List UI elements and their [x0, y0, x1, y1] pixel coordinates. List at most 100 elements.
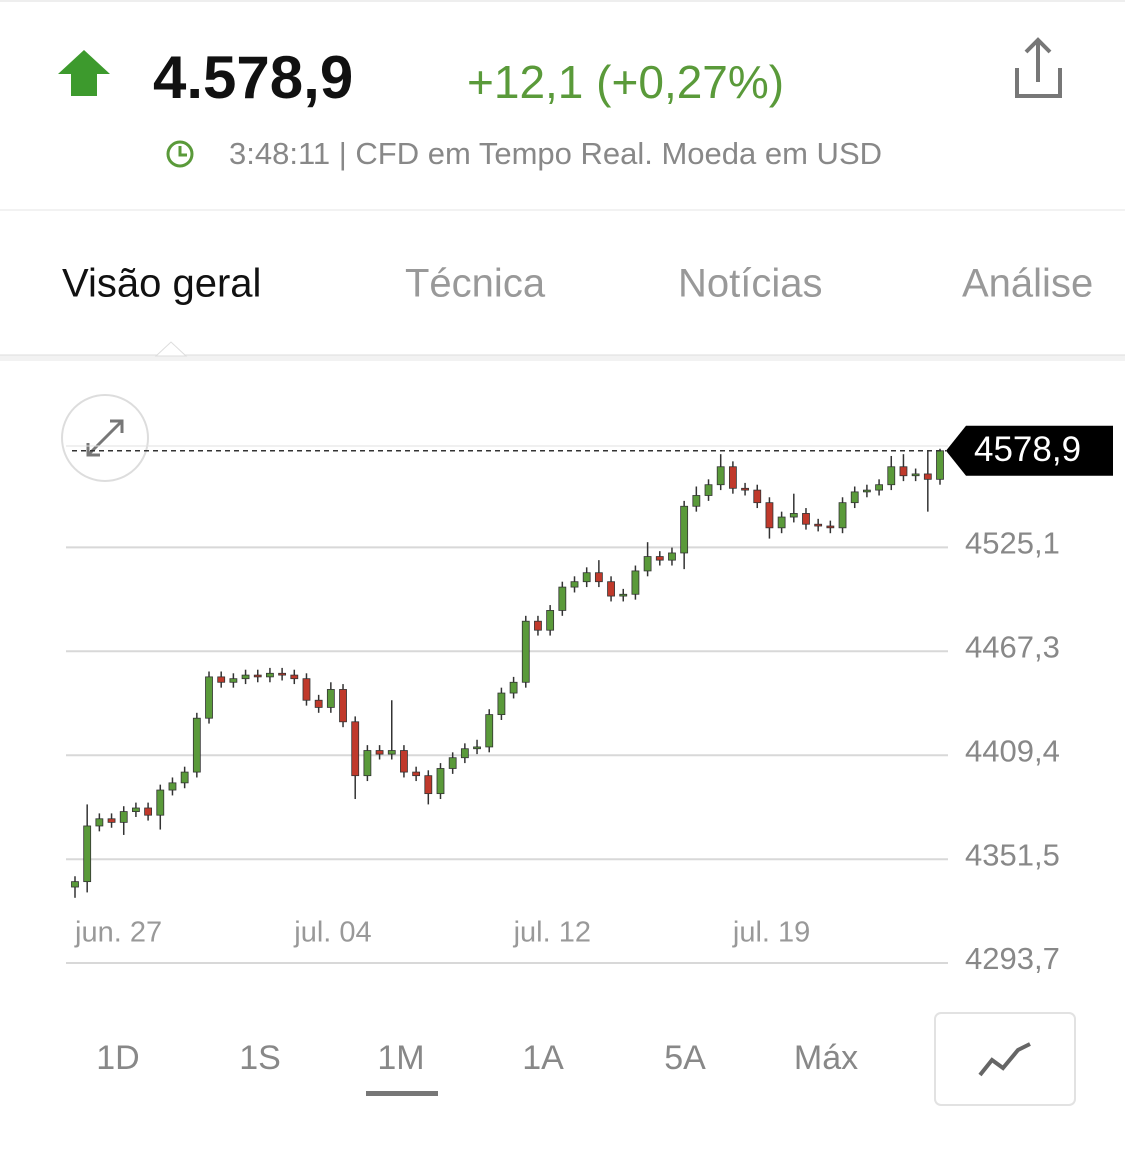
candle-body [716, 466, 725, 486]
candle-body [205, 676, 213, 719]
y-tick-label: 4351,5 [965, 837, 1060, 872]
candle-body [363, 750, 372, 777]
candle-body [521, 620, 530, 683]
candle-body [253, 674, 262, 678]
tab[interactable]: Técnica [405, 262, 546, 306]
candle-body [497, 692, 506, 716]
candle-body [619, 593, 628, 597]
candle-body [168, 782, 177, 791]
candle-body [546, 610, 555, 631]
candle-body [71, 881, 79, 888]
candle-body [180, 771, 189, 784]
tab[interactable]: Notícias [678, 262, 823, 306]
clock-icon [166, 140, 194, 168]
candle-body [217, 676, 226, 683]
candle-body [582, 572, 591, 583]
candle-body [290, 674, 299, 680]
candle-body [436, 768, 445, 795]
y-tick-label: 4293,7 [965, 941, 1060, 976]
range-button[interactable]: Máx [794, 1039, 858, 1077]
candle-body [473, 746, 481, 750]
candle-body [607, 581, 615, 597]
range-button[interactable]: 5A [664, 1039, 706, 1077]
line-chart-icon [978, 1042, 1031, 1077]
candle-body [302, 678, 311, 701]
x-tick-label: jul. 12 [513, 917, 591, 949]
candle-body [680, 505, 689, 554]
chart-type-button[interactable] [934, 1012, 1076, 1106]
candle-body [765, 502, 774, 529]
candle-body [753, 489, 762, 504]
candle-body [448, 757, 457, 769]
candle-body [789, 513, 798, 518]
range-button[interactable]: 1S [239, 1039, 281, 1077]
candle-body [412, 771, 421, 777]
candle-body [570, 581, 579, 588]
share-icon[interactable] [1015, 37, 1062, 98]
range-underline [366, 1091, 438, 1096]
candle-body [95, 818, 104, 827]
candle-body [728, 466, 737, 489]
x-tick-label: jul. 04 [293, 917, 371, 949]
candle-body [936, 450, 944, 480]
candle-body [802, 513, 810, 525]
candle-body [692, 495, 701, 507]
candle-body [875, 484, 883, 491]
candle-body [631, 570, 640, 595]
candle-body [144, 807, 152, 816]
x-tick-label: jul. 19 [732, 917, 810, 949]
candle-body [655, 556, 664, 561]
candle-body [156, 789, 165, 816]
range-button[interactable]: 1D [96, 1039, 139, 1077]
candle-body [594, 572, 603, 583]
x-tick-label: jun. 27 [74, 917, 162, 949]
candle-body [485, 714, 494, 748]
last-price-tag [946, 425, 1113, 476]
candle-body [704, 484, 713, 496]
candle-body [229, 678, 238, 683]
y-tick-label: 4409,4 [965, 733, 1060, 768]
candle-body [887, 466, 896, 486]
tab-shadow [0, 355, 1125, 361]
up-arrow [58, 50, 110, 96]
candle-body [387, 750, 396, 755]
candle-body [107, 818, 116, 823]
expand-button[interactable] [61, 394, 149, 482]
candle-body [911, 473, 920, 477]
candle-body [132, 807, 140, 812]
range-button[interactable]: 1A [522, 1039, 564, 1077]
tab[interactable]: Visão geral [62, 262, 261, 306]
candle-body [278, 672, 287, 676]
price: 4.578,9 [153, 44, 353, 111]
tab[interactable]: Análise [962, 262, 1093, 306]
candle-body [643, 556, 652, 572]
candle-body [119, 811, 128, 823]
candle-body [351, 721, 360, 777]
candle-body [534, 620, 542, 631]
candle-body [424, 775, 433, 795]
candle-body [814, 523, 823, 527]
candle-body [838, 502, 847, 529]
candle-body [400, 750, 408, 773]
y-tick-label: 4525,1 [965, 526, 1060, 561]
tab-pointer [154, 341, 188, 357]
candle-body [668, 552, 676, 561]
candle-body [192, 717, 201, 773]
range-button[interactable]: 1M [377, 1039, 424, 1077]
candle-body [509, 681, 518, 694]
candle-body [314, 699, 323, 708]
candle-body [777, 516, 786, 529]
candle-body [899, 466, 908, 477]
candle-body [83, 825, 92, 883]
y-tick-label: 4467,3 [965, 629, 1060, 664]
candle-body [923, 473, 932, 480]
candle-body [266, 672, 274, 678]
candle-body [850, 491, 859, 504]
candle-body [558, 586, 567, 611]
candle-body [339, 689, 347, 723]
candle-body [375, 750, 384, 755]
candle-body [460, 748, 469, 759]
last-price-label: 4578,9 [974, 430, 1081, 469]
